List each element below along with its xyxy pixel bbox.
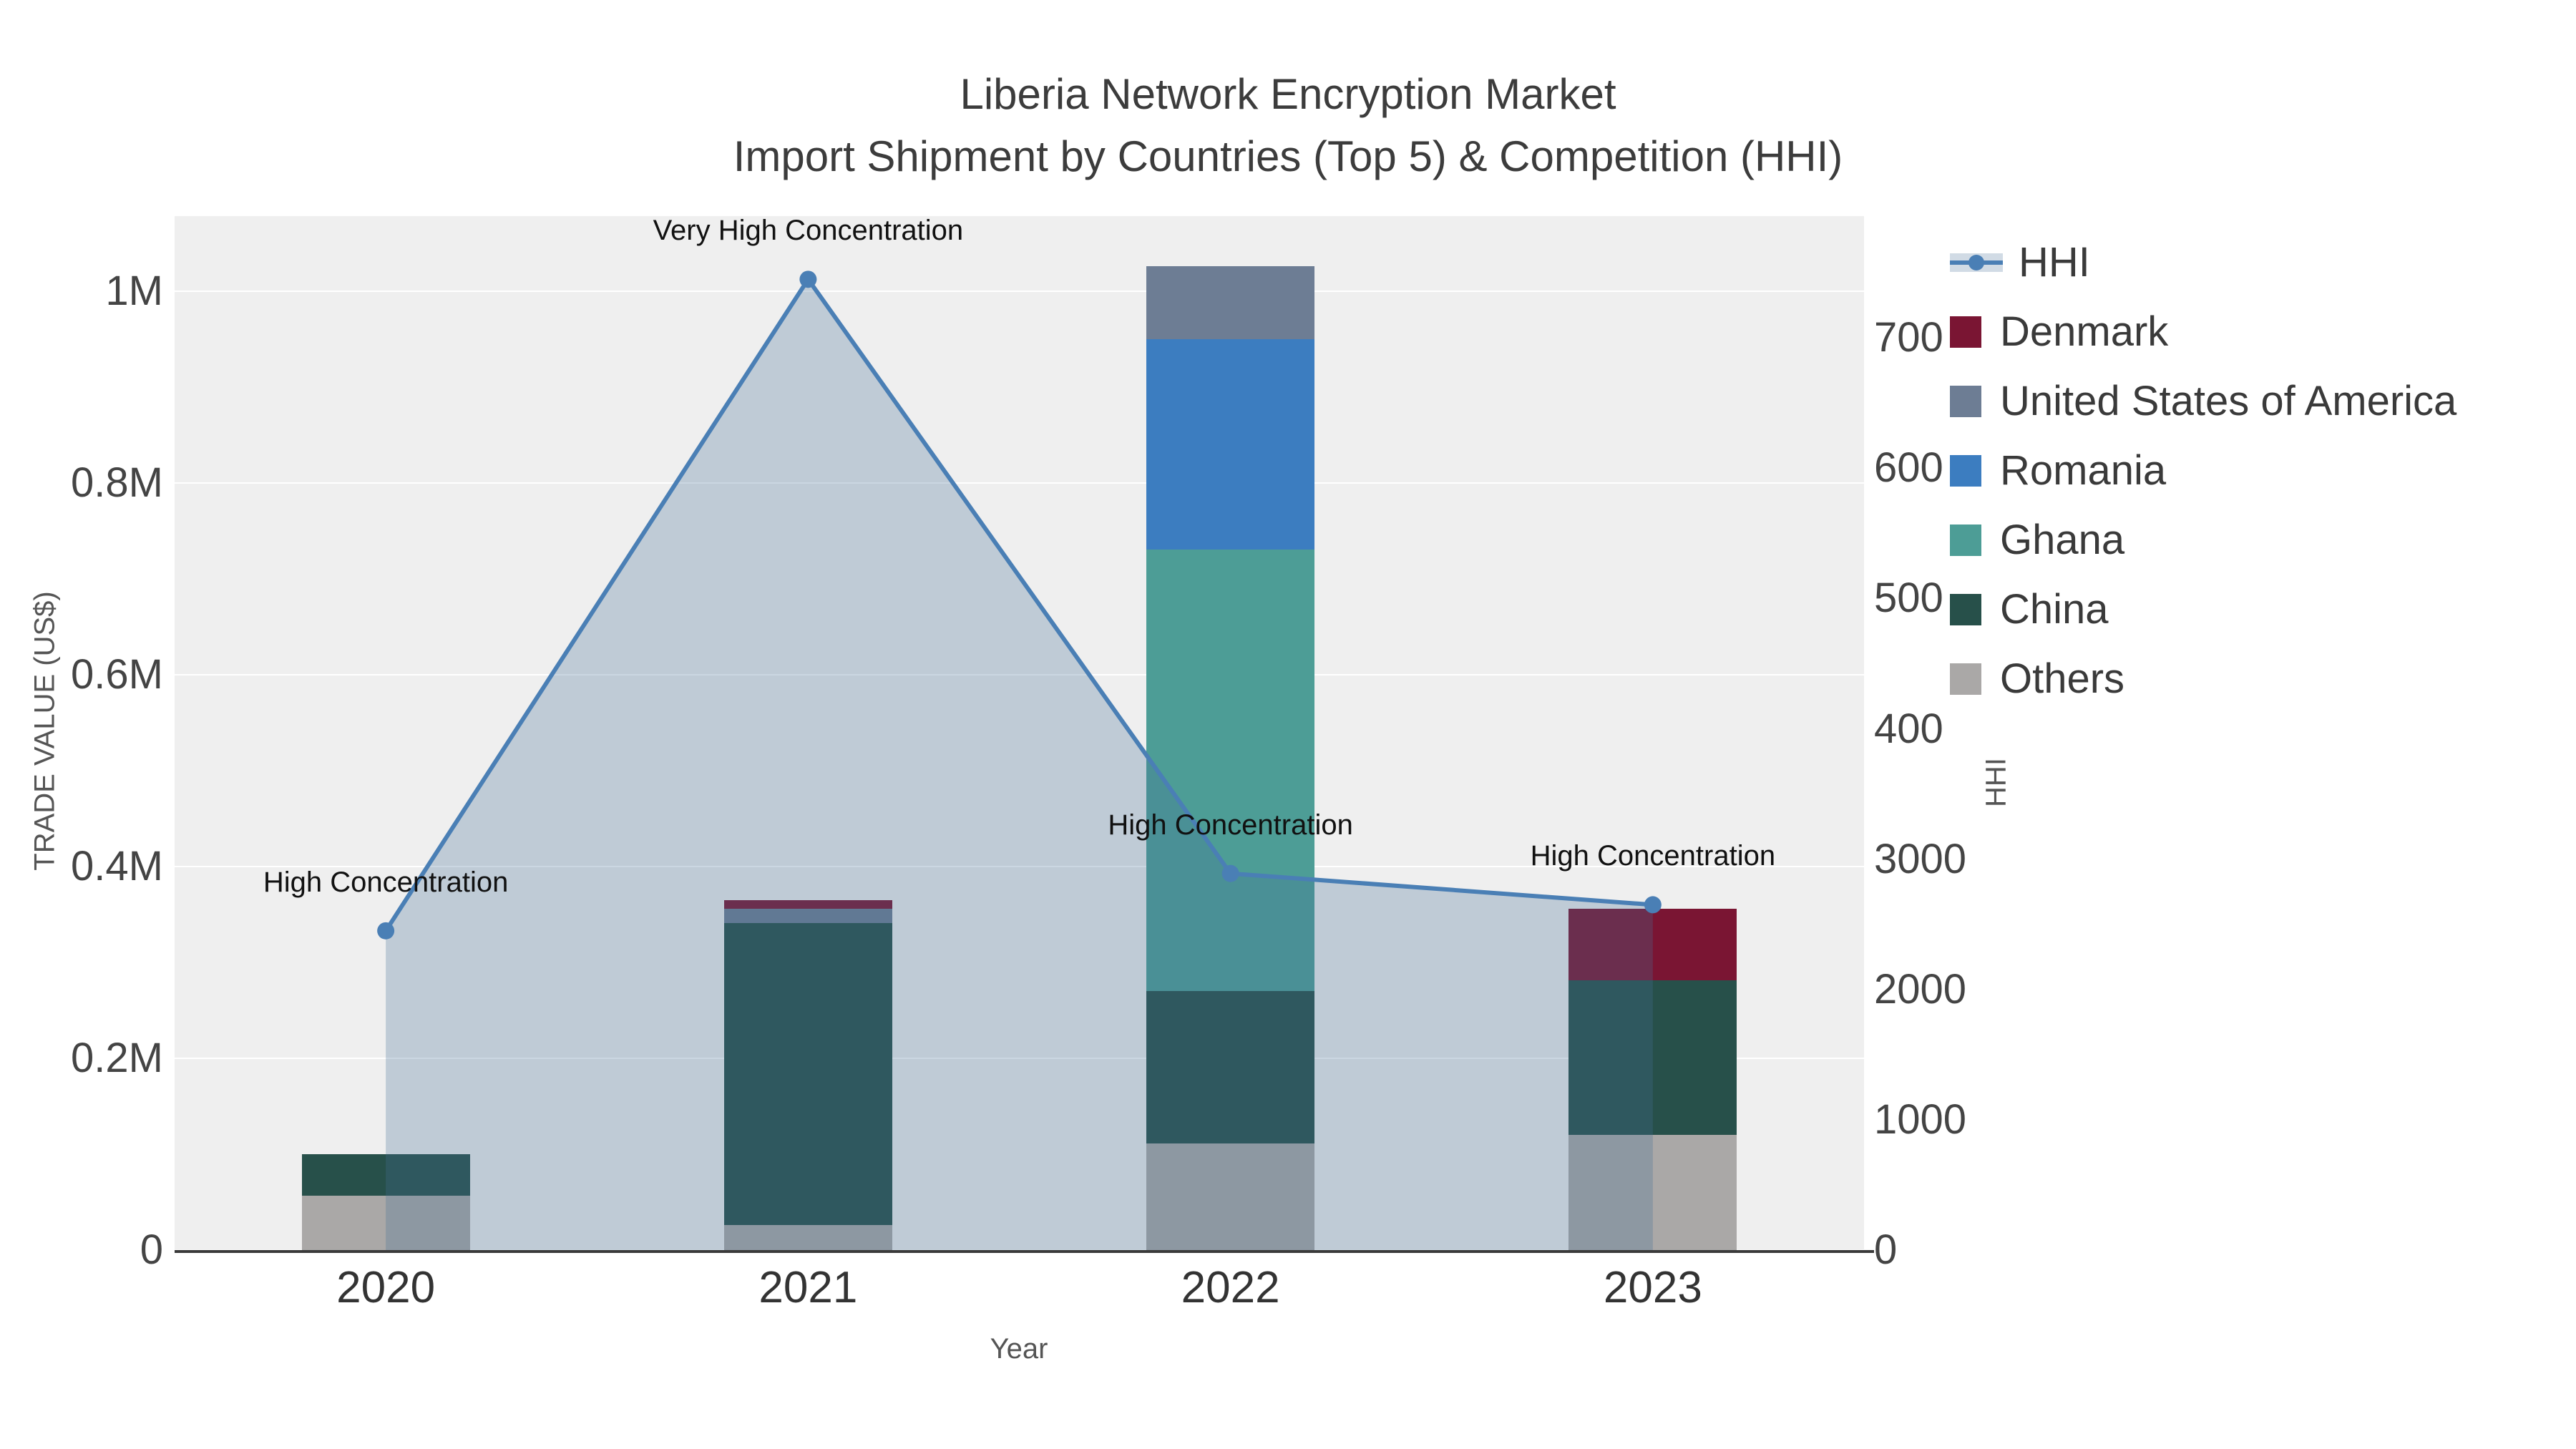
bar-segment-united-states-of-america-2022[interactable]	[1146, 265, 1315, 339]
hhi-marker-2022[interactable]	[1221, 864, 1239, 882]
legend-label-romania: Romania	[2000, 447, 2167, 494]
legend-item-hhi[interactable]: HHI	[1950, 228, 2457, 297]
legend-label-denmark: Denmark	[2000, 308, 2169, 355]
gridline	[175, 865, 1864, 867]
legend-swatch-ghana	[1950, 524, 1981, 556]
y-right-tick-0: 0	[1874, 1226, 1898, 1273]
bar-segment-others-2023[interactable]	[1568, 1135, 1737, 1250]
gridline	[175, 290, 1864, 292]
bar-segment-romania-2022[interactable]	[1146, 338, 1315, 550]
legend-swatch-china	[1950, 593, 1981, 625]
legend-label-united-states-of-america: United States of America	[2000, 378, 2457, 424]
x-axis-line	[175, 1250, 1874, 1253]
chart-title-line1: Liberia Network Encryption Market	[960, 70, 1616, 118]
legend-label-china: China	[2000, 586, 2109, 633]
gridline	[175, 1057, 1864, 1059]
bar-segment-others-2020[interactable]	[301, 1195, 470, 1250]
hhi-legend-line-icon	[1950, 252, 2003, 273]
y-left-tick-0-2m: 0.2M	[71, 1034, 163, 1081]
y-left-tick-0-6m: 0.6M	[71, 650, 163, 698]
bar-segment-denmark-2023[interactable]	[1568, 908, 1737, 981]
hhi-line	[384, 275, 1654, 932]
annotation-2021: Very High Concentration	[653, 215, 964, 247]
annotation-2022: High Concentration	[1108, 809, 1353, 841]
legend-swatch-others	[1950, 663, 1981, 695]
legend-item-others[interactable]: Others	[1950, 644, 2457, 713]
legend-label-others: Others	[2000, 655, 2125, 702]
legend-item-ghana[interactable]: Ghana	[1950, 505, 2457, 575]
x-axis-title: Year	[990, 1333, 1048, 1365]
legend-item-denmark[interactable]: Denmark	[1950, 297, 2457, 366]
legend: HHI Denmark United States of America Romani…	[1944, 222, 2482, 752]
legend-label-hhi: HHI	[2019, 239, 2090, 286]
y-left-tick-0-8m: 0.8M	[71, 459, 163, 506]
legend-item-china[interactable]: China	[1950, 575, 2457, 644]
legend-swatch-romania	[1950, 454, 1981, 487]
x-tick-2022: 2022	[1181, 1263, 1280, 1312]
y-right-tick-1000: 1000	[1874, 1096, 1967, 1143]
y-right-tick-2000: 2000	[1874, 965, 1967, 1013]
hhi-legend-dot	[1968, 254, 1984, 270]
chart-title: Liberia Network Encryption Market Import…	[0, 63, 2576, 187]
hhi-area-fill	[386, 279, 1653, 1250]
y-left-tick-0-4m: 0.4M	[71, 842, 163, 889]
bar-segment-united-states-of-america-2021[interactable]	[723, 908, 892, 923]
legend-item-romania[interactable]: Romania	[1950, 436, 2457, 505]
gridline	[175, 673, 1864, 675]
y-left-tick-0: 0	[140, 1226, 163, 1273]
y-left-tick-1m: 1M	[105, 267, 163, 314]
legend-swatch-united-states-of-america	[1950, 385, 1981, 417]
bar-segment-china-2023[interactable]	[1568, 980, 1737, 1136]
y-right-tick-3000: 3000	[1874, 835, 1967, 882]
bar-segment-others-2021[interactable]	[723, 1225, 892, 1250]
annotation-2023: High Concentration	[1530, 840, 1776, 872]
hhi-marker-2023[interactable]	[1644, 896, 1662, 914]
hhi-marker-2020[interactable]	[377, 922, 395, 940]
x-tick-2023: 2023	[1603, 1263, 1702, 1312]
hhi-marker-2021[interactable]	[799, 270, 817, 288]
legend-label-ghana: Ghana	[2000, 517, 2125, 563]
gridline	[175, 482, 1864, 484]
bar-segment-denmark-2021[interactable]	[723, 899, 892, 909]
bar-segment-china-2020[interactable]	[301, 1153, 470, 1196]
bar-segment-china-2021[interactable]	[723, 922, 892, 1226]
annotation-2020: High Concentration	[263, 866, 509, 898]
x-tick-2020: 2020	[336, 1263, 436, 1312]
legend-swatch-denmark	[1950, 316, 1981, 348]
bar-segment-china-2022[interactable]	[1146, 991, 1315, 1144]
legend-item-united-states-of-america[interactable]: United States of America	[1950, 366, 2457, 436]
bar-segment-others-2022[interactable]	[1146, 1143, 1315, 1250]
chart-title-line2: Import Shipment by Countries (Top 5) & C…	[733, 132, 1843, 180]
x-tick-2021: 2021	[758, 1263, 858, 1312]
bar-segment-ghana-2022[interactable]	[1146, 550, 1315, 992]
